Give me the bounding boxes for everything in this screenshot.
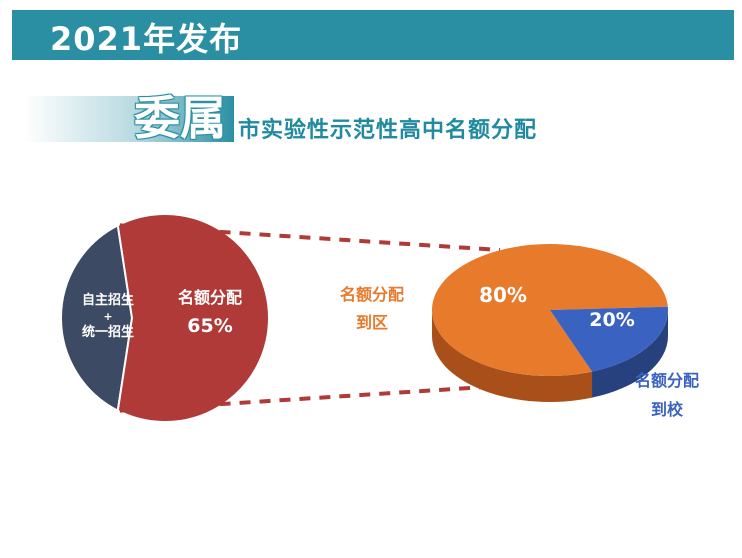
slice-label-district-1: 名额分配 (340, 285, 404, 304)
pie-side-school (592, 310, 668, 398)
slice-label-other: 统一招生 (82, 324, 134, 340)
slice-label-other: + (103, 310, 112, 323)
slice-label-quota: 名额分配 (178, 288, 242, 307)
slice-label-district-2: 到区 (356, 313, 388, 332)
slice-label-school-2: 到校 (651, 400, 684, 419)
slice-value-district: 80% (479, 283, 527, 307)
pie-side-district (432, 310, 593, 402)
pie-slice-school (550, 306, 668, 372)
connector-line-top (119, 223, 501, 252)
page-title: 2021年发布 (50, 20, 243, 58)
pie-slice-quota (116, 213, 270, 423)
slice-value-quota: 65% (187, 315, 232, 337)
pie-slice-other (60, 223, 134, 413)
header-bar: 2021年发布 (12, 10, 734, 60)
slice-value-school: 20% (589, 309, 634, 331)
subtitle-strip (24, 96, 234, 142)
slice-label-other: 自主招生 (82, 292, 134, 308)
slice-label-school-1: 名额分配 (635, 371, 699, 390)
subtitle-text: 市实验性示范性高中名额分配 (238, 118, 538, 143)
pie-slice-district (432, 244, 668, 376)
subtitle-emphasis: 委属 (134, 91, 226, 145)
connector-line-bottom (119, 384, 501, 413)
